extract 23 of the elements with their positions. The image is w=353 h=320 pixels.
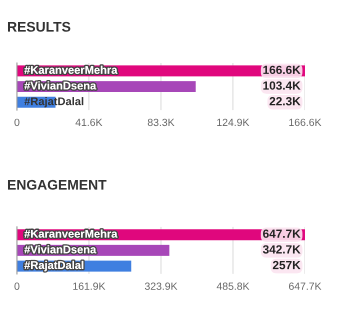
x-tick-label: 485.8K <box>216 282 250 290</box>
x-tick-label: 161.9K <box>73 282 106 290</box>
x-tick-label: 83.3K <box>148 118 174 126</box>
x-tick-label: 323.9K <box>144 282 178 290</box>
chart-title: ENGAGEMENT <box>8 180 106 190</box>
x-tick-label: 0 <box>14 282 20 290</box>
data-label: 103.4K <box>263 81 301 90</box>
data-label: 166.6K <box>263 66 301 74</box>
x-tick-label: 647.7K <box>289 282 322 290</box>
y-tick-label: #VivianDsena <box>24 81 96 90</box>
y-tick-label: #KaranveerMehra <box>24 230 118 238</box>
data-label: 342.7K <box>262 245 301 254</box>
x-tick-label: 166.6K <box>289 118 322 126</box>
y-tick-label: #KaranveerMehra <box>24 66 118 74</box>
chart-title: RESULTS <box>8 22 70 32</box>
x-tick-label: 0 <box>14 118 20 126</box>
data-label: 257K <box>272 260 301 270</box>
data-label: 22.3K <box>270 97 301 106</box>
x-tick-label: 41.6K <box>76 118 102 126</box>
x-tick-label: 124.9K <box>217 118 250 126</box>
y-tick-label: #RajatDalal <box>24 260 84 272</box>
data-label: 647.7K <box>263 230 301 238</box>
y-tick-label: #VivianDsena <box>24 245 96 254</box>
